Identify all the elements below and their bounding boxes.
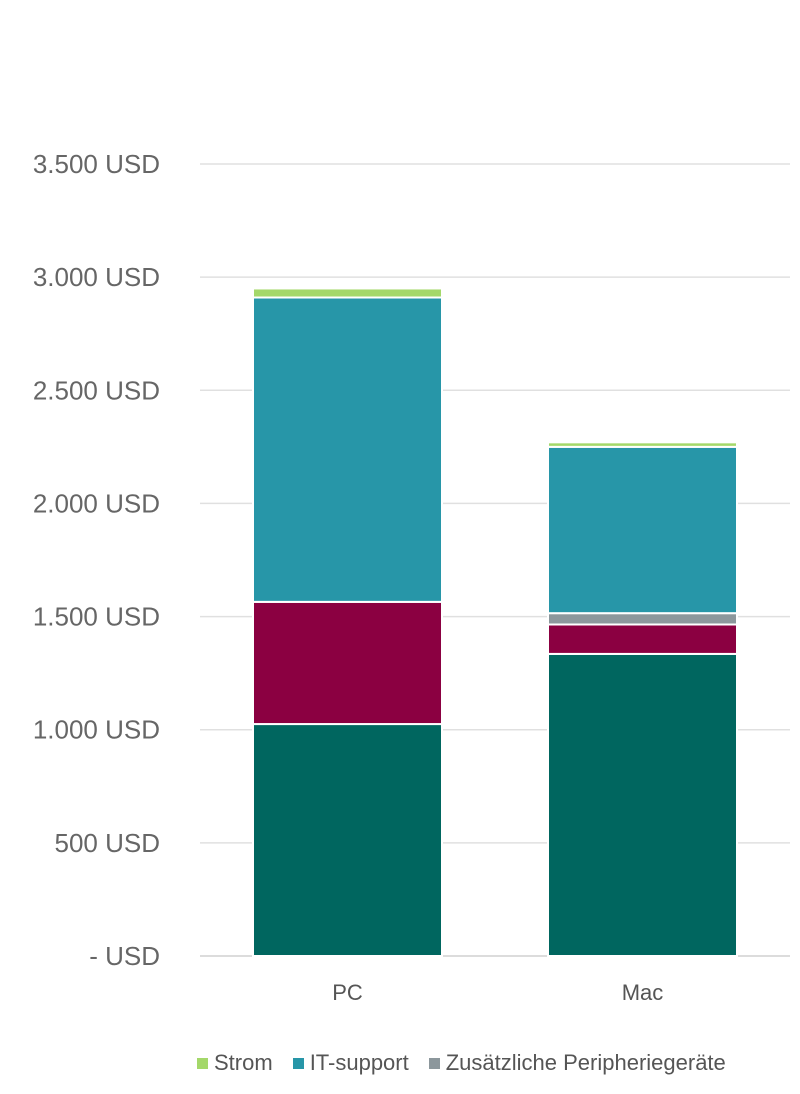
y-tick-label: 3.500 USD: [33, 149, 160, 179]
y-tick-label: 2.500 USD: [33, 375, 160, 405]
legend-label: Strom: [214, 1050, 273, 1075]
bar-segment: [547, 612, 738, 626]
bar-segment: [547, 441, 738, 448]
legend-label: Zusätzliche Peripheriegeräte: [445, 1050, 726, 1075]
stacked-bar-chart: - USD 500 USD 1.000 USD 1.500 USD 2.000 USD 2…: [33, 149, 790, 1005]
y-tick-label: 500 USD: [55, 828, 161, 858]
legend-swatch: [292, 1057, 304, 1069]
y-axis-tick-labels: - USD 500 USD 1.000 USD 1.500 USD 2.000 USD 2…: [33, 149, 160, 971]
x-category-label: Mac: [622, 980, 664, 1005]
bar-segment: [252, 723, 443, 957]
legend-item: Strom: [197, 1050, 273, 1076]
bars: [252, 287, 738, 957]
bar-segment: [252, 600, 443, 726]
bar-segment: [547, 445, 738, 615]
bar-segment: [547, 623, 738, 655]
legend-item: Zusätzliche Peripheriegeräte: [428, 1050, 726, 1076]
y-tick-label: 2.000 USD: [33, 488, 160, 518]
legend: Strom IT-support Zusätzliche Peripherieger…: [197, 1050, 726, 1076]
bar-segment: [252, 287, 443, 299]
y-tick-label: 3.000 USD: [33, 262, 160, 292]
legend-swatch: [428, 1057, 440, 1069]
legend-item: IT-support: [292, 1050, 409, 1076]
bar-segment: [252, 296, 443, 603]
y-tick-label: - USD: [89, 941, 160, 971]
legend-swatch: [197, 1057, 208, 1069]
y-tick-label: 1.500 USD: [33, 602, 160, 632]
bar-segment: [547, 652, 738, 957]
y-tick-label: 1.000 USD: [33, 715, 160, 745]
x-category-label: PC: [332, 980, 363, 1005]
legend-label: IT-support: [309, 1050, 409, 1075]
x-axis-category-labels: PC Mac: [332, 980, 663, 1005]
